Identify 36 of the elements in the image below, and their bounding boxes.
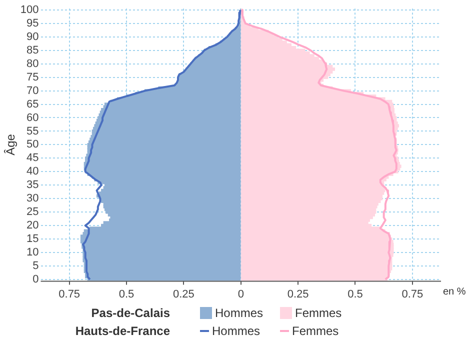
y-tick-label: 95: [26, 17, 39, 30]
y-tick-label: 90: [26, 30, 39, 43]
y-tick-label: 10: [26, 246, 39, 259]
y-tick-label: 30: [26, 192, 39, 205]
legend-label: Hommes: [215, 306, 264, 320]
y-tick-label: 15: [26, 233, 39, 246]
y-tick-label: 85: [26, 44, 39, 56]
y-tick-label: 65: [26, 98, 39, 110]
y-tick-label: 60: [26, 112, 39, 124]
y-tick-label: 55: [26, 125, 39, 138]
y-tick-label: 75: [26, 71, 39, 84]
x-tick-label: 0.25: [287, 288, 309, 300]
legend-label: Hommes: [212, 324, 260, 338]
y-tick-label: 20: [26, 220, 39, 232]
x-axis-title: en %: [443, 286, 466, 298]
legend-label: Femmes: [292, 324, 339, 338]
x-tick-label: 0: [238, 288, 244, 300]
y-tick-label: 40: [26, 166, 39, 178]
y-tick-label: 45: [26, 152, 39, 164]
y-tick-label: 5: [32, 260, 39, 272]
legend-label: Femmes: [295, 306, 342, 320]
y-tick-label: 50: [26, 138, 39, 151]
text: Pas-de-Calais: [90, 306, 171, 320]
y-tick-label: 100: [20, 4, 39, 16]
y-tick-label: 0: [32, 273, 39, 286]
x-tick-label: 0.75: [402, 288, 424, 300]
y-tick-label: 80: [26, 58, 39, 70]
x-tick-label: 0.25: [172, 288, 194, 300]
y-tick-label: 70: [26, 84, 39, 97]
y-tick-label: 25: [26, 206, 39, 218]
text: Hauts-de-France: [74, 324, 171, 338]
x-tick-label: 0.75: [58, 288, 80, 300]
y-axis-title: Âge: [4, 134, 18, 156]
y-tick-label: 35: [26, 179, 39, 192]
x-tick-label: 0.5: [118, 288, 134, 300]
x-tick-label: 0.5: [348, 288, 363, 300]
